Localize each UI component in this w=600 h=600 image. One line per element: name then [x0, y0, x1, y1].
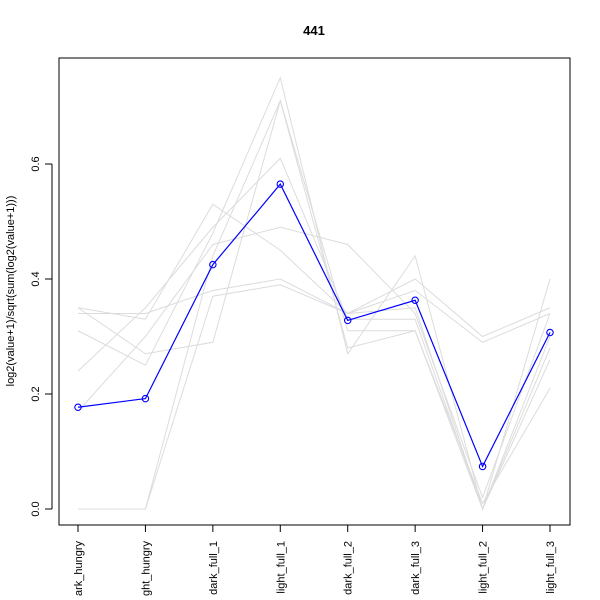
- highlight-point-dark_full_2: [343, 316, 352, 325]
- background-series-line-5: [77, 98, 551, 511]
- y-tick-label: 0.4: [30, 271, 42, 286]
- highlight-point-light_hungry: [141, 394, 150, 403]
- plot-frame: [58, 57, 571, 526]
- y-axis: 0.0 0.2 0.4 0.6: [30, 156, 53, 517]
- highlight-series-line: [77, 183, 551, 468]
- x-tick-label-dark_full_1: dark_full_1: [208, 541, 220, 595]
- y-tick-label: 0.2: [30, 386, 42, 401]
- highlight-point-dark_full_3: [411, 296, 419, 305]
- x-tick-label-light_full_3: light_full_3: [545, 541, 557, 594]
- background-series-line-6: [78, 99, 551, 510]
- background-series-line-4: [77, 157, 551, 511]
- x-tick-label-light_full_1: light_full_1: [275, 541, 287, 594]
- x-tick-label-light_full_2: light_full_2: [478, 541, 490, 594]
- y-axis-label: log2(value+1)/sqrt(sum(log2(value+1))): [5, 196, 17, 387]
- highlight-point-dark_hungry: [74, 403, 82, 411]
- x-tick-label-light_hungry: ght_hungry: [140, 541, 152, 597]
- x-tick-label-dark_hungry: ark_hungry: [73, 541, 85, 597]
- highlight-series-group: [74, 180, 554, 471]
- x-axis: ark_hungry ght_hungry dark_full_1 light_ful…: [73, 524, 557, 597]
- y-tick-label: 0.6: [30, 156, 42, 171]
- background-series-line-2: [78, 278, 551, 338]
- highlight-point-light_full_3: [546, 328, 554, 337]
- chart-title: 441: [303, 23, 325, 38]
- highlight-point-dark_full_1: [209, 260, 217, 269]
- x-tick-label-dark_full_2: dark_full_2: [343, 541, 355, 595]
- background-series-line-1: [77, 203, 551, 343]
- highlight-point-light_full_2: [478, 462, 487, 471]
- background-series-line-7: [78, 284, 551, 511]
- highlight-point-light_full_1: [276, 180, 285, 188]
- background-series-line-8: [77, 226, 551, 499]
- background-series-line-3: [77, 76, 551, 511]
- y-tick-label: 0.0: [30, 501, 42, 516]
- x-tick-label-dark_full_3: dark_full_3: [410, 541, 422, 595]
- background-series-group: [77, 76, 551, 511]
